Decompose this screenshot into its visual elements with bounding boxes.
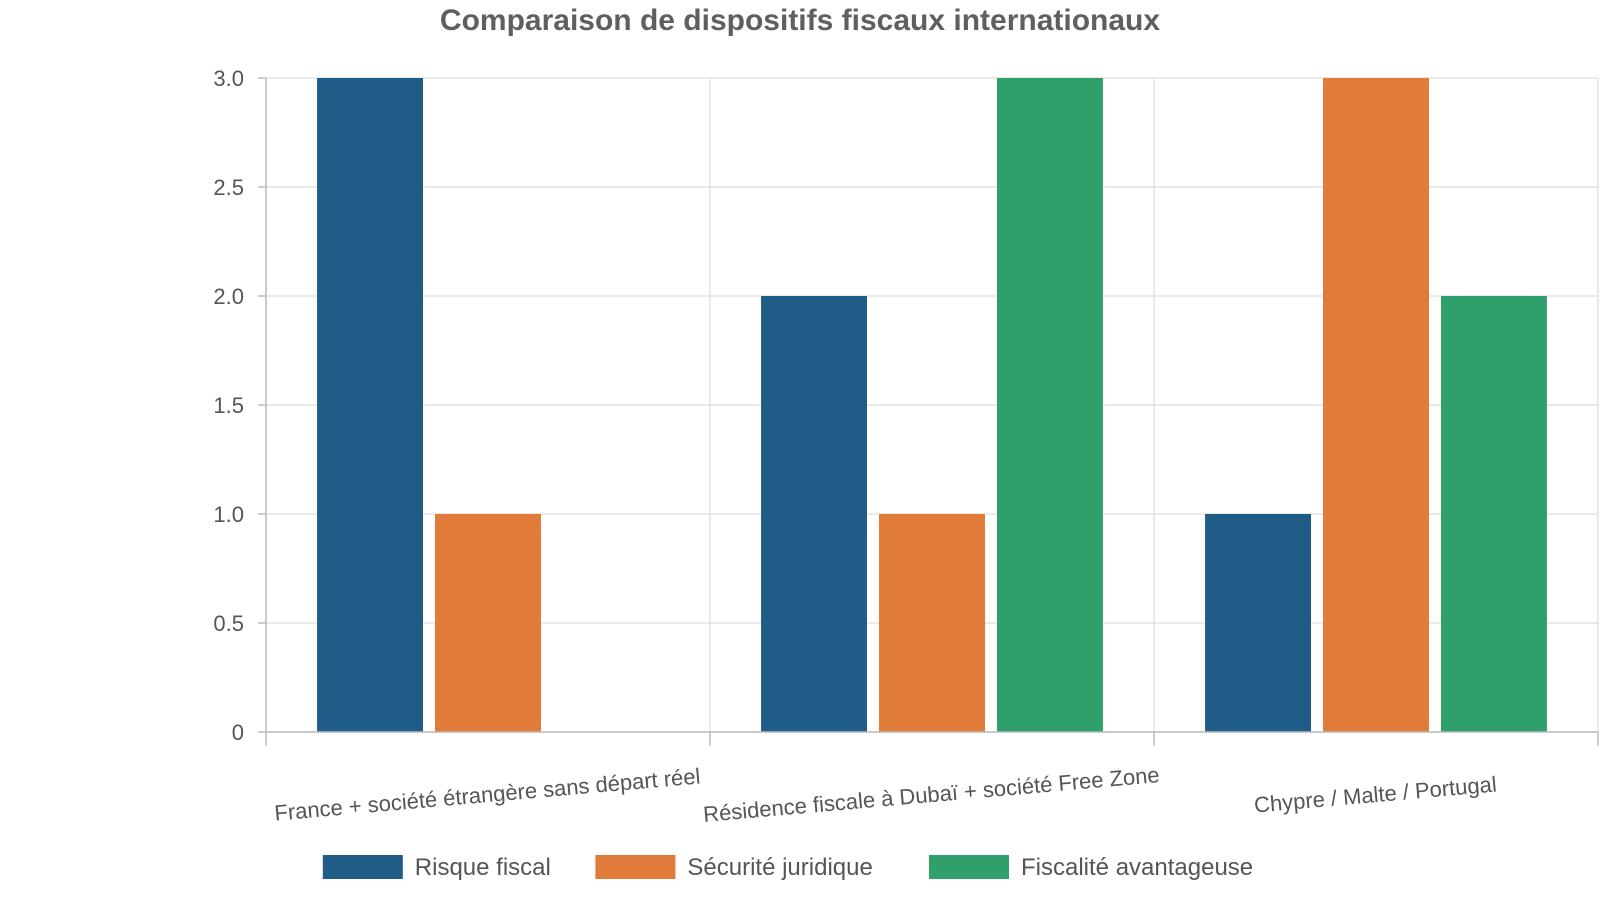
legend-label: Fiscalité avantageuse (1021, 854, 1253, 881)
legend-label: Risque fiscal (415, 854, 551, 881)
x-category-label: Chypre / Malte / Portugal (1253, 771, 1498, 817)
legend-swatch (322, 855, 403, 879)
y-tick-label: 0.5 (213, 611, 244, 636)
bar-s-curit-juridique-2 (1323, 78, 1429, 732)
chart-title: Comparaison de dispositifs fiscaux inter… (440, 4, 1160, 37)
y-tick-label: 1.0 (213, 502, 244, 527)
legend-label: Sécurité juridique (687, 854, 872, 881)
y-tick-label: 1.5 (213, 393, 244, 418)
legend: Risque fiscal Sécurité juridique Fiscalité… (322, 854, 1253, 881)
x-category-label: Résidence fiscale à Dubaï + société Free… (702, 762, 1160, 827)
y-tick-label: 2.0 (213, 284, 244, 309)
y-tick-label: 2.5 (213, 175, 244, 200)
legend-swatch (929, 855, 1009, 879)
bar-risque-fiscal-2 (1205, 514, 1312, 732)
bar-risque-fiscal-1 (761, 296, 868, 732)
bars (317, 78, 1547, 732)
bar-s-curit-juridique-0 (435, 514, 541, 732)
bar-risque-fiscal-0 (317, 78, 424, 732)
bar-s-curit-juridique-1 (879, 514, 985, 732)
bar-fiscalit-avantageuse-2 (1440, 296, 1547, 732)
bar-fiscalit-avantageuse-1 (996, 78, 1103, 732)
y-tick-label: 3.0 (213, 66, 244, 91)
legend-swatch (595, 855, 676, 879)
y-tick-label: 0 (232, 720, 244, 745)
x-category-label: France + société étrangère sans départ r… (273, 763, 701, 825)
